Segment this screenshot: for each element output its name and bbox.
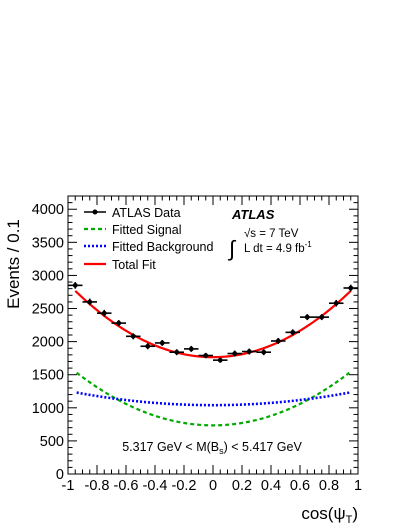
legend-data-label: ATLAS Data (112, 206, 181, 220)
data-point (227, 350, 242, 357)
mass-window-label: 5.317 GeV < M(Bs) < 5.417 GeV (122, 440, 302, 456)
legend-entry-background: Fitted Background (84, 240, 213, 254)
data-point-marker (232, 351, 238, 356)
x-tick-label: 0.4 (261, 478, 281, 494)
data-point-marker (130, 333, 136, 339)
y-tick-label: 1000 (32, 401, 64, 417)
plot-frame (67, 195, 359, 475)
data-point (82, 298, 97, 306)
curve-total-fit (74, 290, 352, 359)
data-point-marker (246, 349, 252, 354)
x-tick-label: 0.8 (319, 478, 339, 494)
data-point (198, 352, 213, 359)
data-point (271, 337, 286, 344)
fit-curves (74, 290, 352, 427)
y-tick-label: 500 (40, 434, 64, 450)
data-point-marker (217, 357, 223, 363)
data-point-marker (116, 320, 122, 326)
x-tick-label: -0.6 (114, 478, 139, 494)
mass-window-left: 5.317 GeV < M(B (122, 440, 219, 454)
data-point-marker (203, 353, 209, 358)
mass-window-sub: s (219, 446, 224, 456)
data-point (314, 314, 329, 321)
x-tick-label: -0.2 (172, 478, 197, 494)
data-point-marker (275, 338, 281, 344)
y-tick-label: 0 (56, 467, 64, 483)
data-point (97, 309, 112, 317)
data-point-marker (159, 340, 165, 346)
curve-background (76, 391, 350, 407)
luminosity-value: L dt = 4.9 fb (244, 243, 305, 255)
data-point (169, 349, 184, 356)
x-tick-label: 0 (209, 478, 217, 494)
x-axis-label: cos(ψT) (301, 504, 358, 526)
legend-total-label: Total Fit (112, 258, 156, 272)
x-tick-label: 0.6 (290, 478, 310, 494)
data-point-marker (333, 300, 339, 306)
data-point-marker (348, 285, 354, 291)
data-point (184, 345, 199, 352)
y-tick-label: 1500 (32, 368, 64, 384)
data-point (111, 320, 126, 327)
data-point-marker (101, 310, 107, 316)
x-axis-ticks: -1 -0.8 -0.6 -0.4 -0.2 0 0.2 0.4 0.6 0.8 1 (62, 196, 362, 494)
x-axis-label-close: ) (352, 504, 358, 523)
data-point (285, 329, 300, 336)
x-tick-label: -0.8 (85, 478, 110, 494)
y-tick-label: 2500 (32, 302, 64, 318)
x-tick-label: 0.2 (232, 478, 252, 494)
data-point-marker (261, 349, 267, 355)
x-tick-label: -1 (62, 478, 75, 494)
data-point-marker (304, 314, 310, 320)
legend-entry-data: ATLAS Data (84, 206, 181, 220)
legend-data-marker-dot (92, 209, 98, 215)
data-point-marker (87, 299, 93, 305)
sqrt-s-label: √s = 7 TeV (244, 227, 299, 240)
y-tick-label: 3500 (32, 235, 64, 251)
y-axis-ticks: 0 500 1000 1500 2000 2500 3000 3500 4000 (32, 195, 358, 483)
legend-signal-label: Fitted Signal (112, 223, 181, 237)
integral-symbol: ∫ (227, 236, 237, 261)
data-point (140, 343, 155, 350)
data-point (329, 299, 344, 307)
data-point (242, 348, 257, 355)
data-point (155, 339, 170, 346)
data-point-marker (188, 346, 194, 352)
data-point-marker (145, 343, 151, 349)
x-axis-label-sub: T (346, 514, 353, 526)
y-axis-label: Events / 0.1 (4, 219, 23, 309)
mass-window-right: ) < 5.417 GeV (224, 440, 303, 454)
data-point (126, 333, 141, 340)
x-axis-label-main: cos(ψ (301, 504, 345, 523)
y-tick-label: 2000 (32, 335, 64, 351)
luminosity-label: L dt = 4.9 fb-1 (244, 240, 312, 255)
data-point-marker (174, 349, 180, 355)
data-point-marker (290, 329, 296, 335)
data-points (68, 282, 358, 363)
data-point (213, 357, 228, 363)
data-point (300, 314, 315, 321)
luminosity-exponent: -1 (305, 240, 313, 249)
y-tick-label: 3000 (32, 268, 64, 284)
data-point-marker (319, 314, 325, 320)
y-tick-label: 4000 (32, 202, 64, 218)
data-point (68, 282, 83, 289)
legend-background-label: Fitted Background (112, 240, 213, 254)
x-tick-label: 1 (354, 478, 362, 494)
atlas-label: ATLAS (231, 207, 275, 222)
data-point (256, 349, 271, 356)
x-tick-label: -0.4 (143, 478, 168, 494)
legend: ATLAS Data Fitted Signal Fitted Backgrou… (84, 206, 213, 272)
atlas-annotation: ATLAS ∫ √s = 7 TeV L dt = 4.9 fb-1 (227, 207, 312, 261)
data-point (343, 284, 358, 292)
data-point-marker (72, 282, 78, 288)
curve-signal (76, 371, 350, 427)
legend-entry-total: Total Fit (84, 258, 156, 272)
legend-entry-signal: Fitted Signal (84, 223, 181, 237)
